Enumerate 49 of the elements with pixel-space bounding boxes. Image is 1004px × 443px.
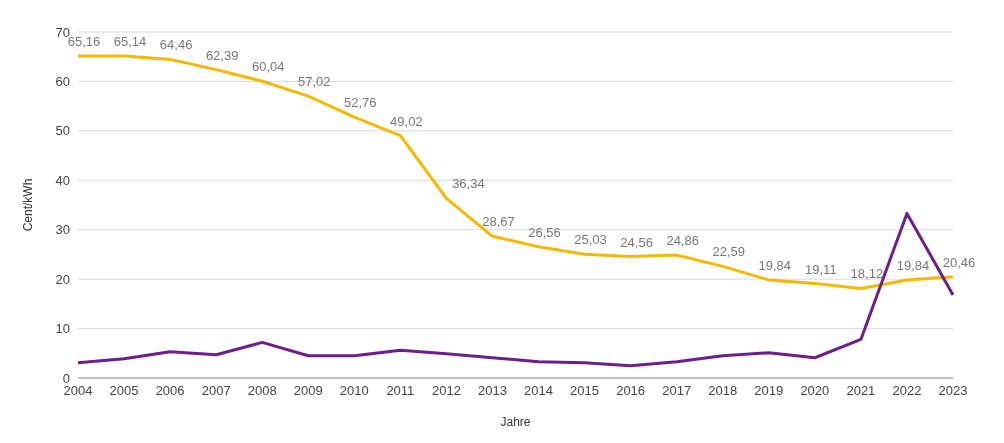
x-tick-label: 2008 xyxy=(247,383,277,399)
y-tick-label: 10 xyxy=(55,321,70,337)
data-label: 24,56 xyxy=(620,234,653,250)
x-tick-label: 2022 xyxy=(892,383,922,399)
x-tick-label: 2012 xyxy=(431,383,461,399)
data-label: 26,56 xyxy=(528,224,561,240)
x-tick-label: 2006 xyxy=(155,383,185,399)
data-label: 18,12 xyxy=(850,266,884,282)
x-axis-title: Jahre xyxy=(500,415,531,429)
x-tick-label: 2020 xyxy=(800,383,830,399)
y-tick-label: 70 xyxy=(55,24,70,40)
x-tick-label: 2023 xyxy=(938,383,968,399)
x-tick-label: 2004 xyxy=(63,383,93,399)
x-tick-label: 2014 xyxy=(524,383,553,399)
data-label: 20,46 xyxy=(942,254,976,270)
data-label: 28,67 xyxy=(482,214,515,230)
x-tick-label: 2016 xyxy=(616,383,646,399)
y-tick-label: 20 xyxy=(55,271,70,287)
data-label: 19,84 xyxy=(758,257,792,273)
x-tick-label: 2007 xyxy=(201,383,231,399)
data-label: 36,34 xyxy=(452,176,485,192)
x-tick-label: 2021 xyxy=(846,383,876,399)
data-label: 57,02 xyxy=(297,74,331,90)
x-tick-label: 2017 xyxy=(662,383,692,399)
x-tick-label: 2010 xyxy=(339,383,369,399)
x-tick-label: 2011 xyxy=(386,383,415,399)
data-label: 52,76 xyxy=(344,95,377,111)
x-tick-label: 2019 xyxy=(754,383,784,399)
x-tick-label: 2015 xyxy=(570,383,600,399)
data-label: 22,59 xyxy=(712,244,746,260)
y-tick-label: 50 xyxy=(55,123,70,139)
y-axis-title: Cent/kWh xyxy=(21,178,36,232)
x-tick-label: 2009 xyxy=(293,383,323,399)
x-tick-label: 2005 xyxy=(109,383,139,399)
data-label: 24,86 xyxy=(666,233,699,249)
data-label: 65,14 xyxy=(113,34,147,50)
y-tick-label: 40 xyxy=(55,172,70,188)
data-label: 49,02 xyxy=(390,113,423,129)
data-label: 19,11 xyxy=(805,261,837,277)
data-label: 62,39 xyxy=(205,47,239,63)
y-tick-label: 0 xyxy=(62,370,70,386)
data-label: 60,04 xyxy=(251,59,285,75)
data-label: 25,03 xyxy=(574,232,607,248)
x-tick-label: 2013 xyxy=(478,383,507,399)
y-tick-label: 30 xyxy=(55,222,70,238)
data-label: 19,84 xyxy=(896,257,930,273)
y-tick-label: 60 xyxy=(55,74,70,90)
x-tick-label: 2018 xyxy=(708,383,738,399)
data-label: 64,46 xyxy=(159,37,193,53)
